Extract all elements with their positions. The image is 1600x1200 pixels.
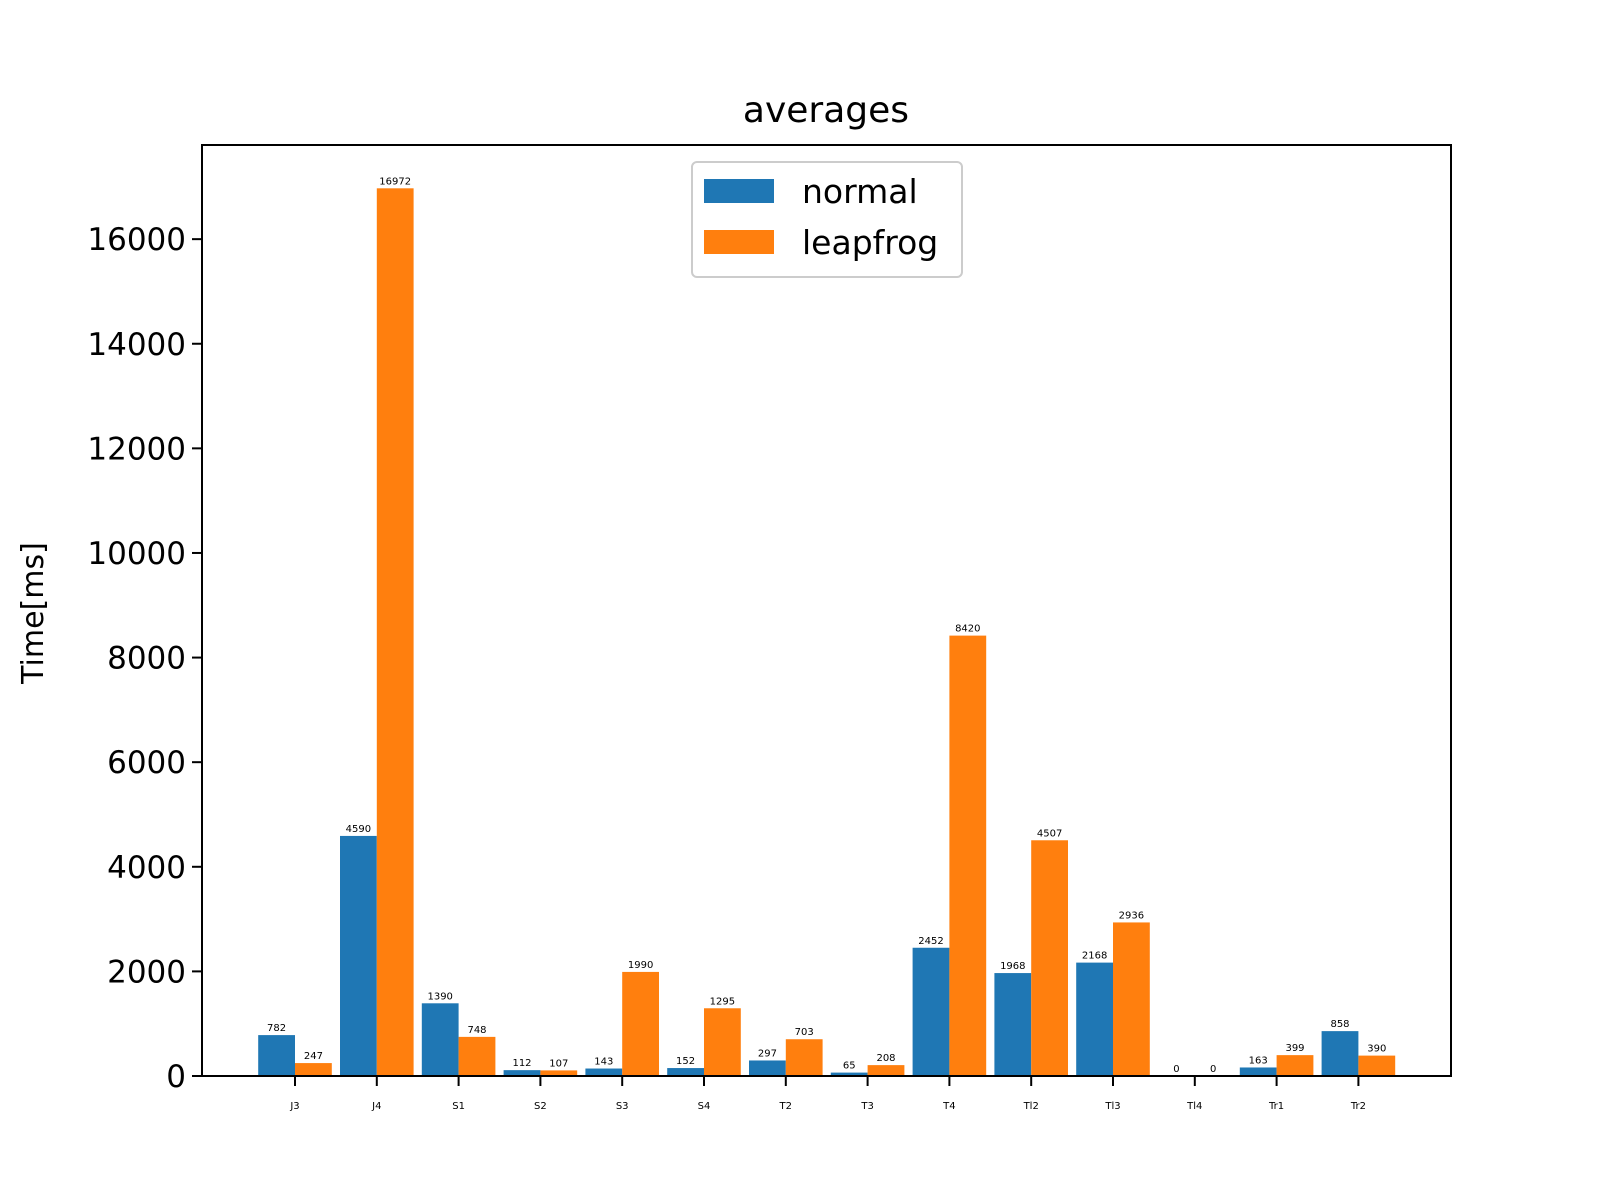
bar-leapfrog (376, 188, 414, 1076)
bar-leapfrog (785, 1039, 823, 1076)
x-tick-label: Tr2 (1350, 1101, 1366, 1112)
bar-label-leapfrog: 399 (1285, 1043, 1304, 1054)
bar-label-normal: 297 (758, 1048, 777, 1059)
bar-label-normal: 2168 (1082, 951, 1107, 962)
bar-normal (994, 973, 1032, 1076)
bar-label-leapfrog: 247 (304, 1051, 323, 1062)
bar-label-normal: 65 (843, 1061, 856, 1072)
bar-leapfrog (540, 1070, 578, 1076)
bars (258, 188, 1396, 1076)
x-tick-label: Tl3 (1104, 1101, 1120, 1112)
legend: normal leapfrog (691, 161, 963, 278)
bar-normal (749, 1060, 786, 1076)
axes-frame (201, 144, 1452, 1077)
bar-label-normal: 143 (594, 1057, 613, 1068)
x-tick-label: J4 (371, 1101, 381, 1112)
y-tick-label: 2000 (107, 954, 186, 990)
legend-swatch-normal (704, 179, 774, 203)
bar-normal (503, 1070, 541, 1076)
bar-leapfrog (458, 1036, 496, 1076)
bar-label-normal: 782 (267, 1023, 286, 1034)
bar-label-normal: 858 (1330, 1019, 1349, 1030)
bar-normal (912, 947, 950, 1076)
y-tick-label: 16000 (87, 222, 186, 258)
bar-label-normal: 1390 (427, 991, 452, 1002)
bar-label-normal: 0 (1173, 1064, 1179, 1075)
y-tick-label: 6000 (107, 745, 186, 781)
y-axis-label: Time[ms] (16, 542, 51, 685)
y-tick-label: 0 (166, 1059, 186, 1095)
legend-swatch-leapfrog (704, 230, 774, 254)
bar-label-leapfrog: 107 (549, 1058, 568, 1069)
bar-normal (667, 1068, 704, 1076)
bar-normal (830, 1072, 868, 1076)
bar-label-normal: 163 (1249, 1055, 1268, 1066)
y-tick-label: 4000 (107, 850, 186, 886)
bar-leapfrog (949, 635, 987, 1076)
y-tick-label: 12000 (87, 431, 186, 467)
bar-normal (340, 835, 377, 1076)
x-tick-label: S2 (534, 1101, 547, 1112)
bar-normal (1321, 1031, 1359, 1076)
bar-label-leapfrog: 8420 (955, 624, 980, 635)
bar-label-leapfrog: 0 (1210, 1064, 1216, 1075)
bar-label-normal: 152 (676, 1056, 695, 1067)
bar-normal (421, 1003, 459, 1076)
bar-label-normal: 112 (512, 1058, 531, 1069)
bar-label-normal: 2452 (918, 936, 943, 947)
chart-title: averages (743, 90, 909, 131)
bar-labels: 782 4590 1390 112 143 152 297 65 2452 1968 2168 0 16… (267, 176, 1386, 1075)
bar-normal (585, 1068, 623, 1076)
bar-label-leapfrog: 4507 (1037, 828, 1062, 839)
bar-label-normal: 1968 (1000, 961, 1025, 972)
x-tick-label: Tl2 (1023, 1101, 1039, 1112)
x-tick-label: S1 (452, 1101, 465, 1112)
x-tick-label: T4 (942, 1101, 955, 1112)
bar-leapfrog (295, 1063, 332, 1076)
x-axis-ticks: J3 J4 S1 S2 S3 S4 T2 T3 T4 Tl2 Tl3 Tl4 Tr1 Tr2 (289, 1076, 1366, 1112)
x-tick-label: J3 (289, 1101, 299, 1112)
bar-normal (1239, 1067, 1277, 1076)
y-tick-label: 10000 (87, 536, 186, 572)
bar-label-leapfrog: 208 (876, 1053, 895, 1064)
legend-label-normal: normal (802, 172, 918, 211)
legend-items: normal leapfrog (704, 172, 938, 262)
bar-leapfrog (704, 1008, 741, 1076)
bar-leapfrog (1358, 1055, 1396, 1076)
bar-leapfrog (1113, 922, 1150, 1076)
bar-normal (258, 1035, 295, 1076)
bar-label-leapfrog: 1990 (628, 960, 653, 971)
bar-label-leapfrog: 703 (795, 1027, 814, 1038)
bar-label-leapfrog: 1295 (710, 996, 735, 1007)
bar-leapfrog (1031, 840, 1068, 1076)
x-tick-label: S3 (616, 1101, 629, 1112)
bar-leapfrog (1276, 1055, 1314, 1076)
x-tick-label: T3 (860, 1101, 873, 1112)
x-tick-label: Tr1 (1268, 1101, 1284, 1112)
bar-normal (1076, 962, 1113, 1076)
y-tick-label: 8000 (107, 641, 186, 677)
bar-label-leapfrog: 390 (1367, 1044, 1386, 1055)
x-tick-label: T2 (779, 1101, 792, 1112)
y-axis-ticks: 0 2000 4000 6000 8000 10000 12000 14000 16000 (87, 222, 202, 1095)
x-tick-label: Tl4 (1186, 1101, 1202, 1112)
bar-label-leapfrog: 748 (467, 1025, 486, 1036)
legend-label-leapfrog: leapfrog (802, 223, 938, 262)
bar-leapfrog (867, 1065, 905, 1076)
bar-label-leapfrog: 2936 (1119, 910, 1144, 921)
y-tick-label: 14000 (87, 327, 186, 363)
x-tick-label: S4 (698, 1101, 711, 1112)
bar-label-normal: 4590 (346, 824, 371, 835)
bar-leapfrog (622, 971, 659, 1076)
bar-label-leapfrog: 16972 (379, 176, 411, 187)
